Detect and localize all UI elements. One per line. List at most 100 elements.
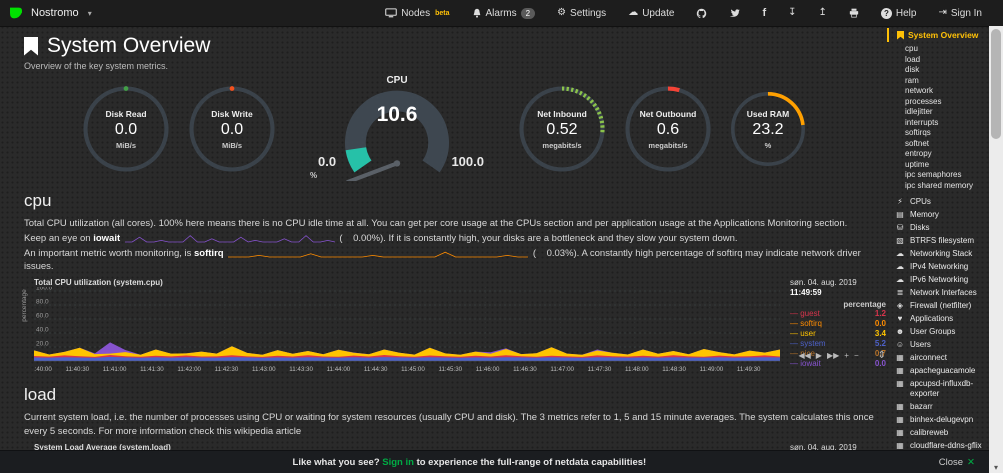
topbar-item-twitter[interactable] (718, 0, 751, 26)
iowait-sparkline (124, 234, 335, 243)
sidebar-item-softirqs[interactable]: softirqs (905, 128, 931, 137)
sidebar-item-network-interfaces[interactable]: ≣ Network Interfaces (896, 287, 977, 297)
download-icon: ↧ (788, 7, 797, 18)
sidebar-item-system-overview[interactable]: System Overview (887, 28, 989, 42)
zoom-out-button[interactable]: − (853, 351, 859, 361)
sidebar-item-apcupsd-influxdb-exporter[interactable]: ▦ apcupsd-influxdb-exporter (896, 378, 974, 398)
user-icon: ☺ (895, 339, 905, 349)
chevron-down-icon: ▾ (87, 8, 92, 18)
svg-text:11:41:30: 11:41:30 (140, 366, 164, 373)
shield-icon: ◈ (896, 300, 904, 310)
grid-icon: ▦ (896, 378, 904, 388)
bookmark-icon (24, 36, 38, 56)
bell-icon (472, 8, 482, 19)
sidebar-item-ipv4-networking[interactable]: ☁ IPv4 Networking (896, 261, 969, 271)
sidebar-item-btrfs-filesystem[interactable]: ▧ BTRFS filesystem (896, 235, 975, 245)
play-button[interactable]: ▶ (815, 351, 822, 361)
grid-icon: ▦ (896, 365, 904, 375)
legend-row-system[interactable]: — system 5.2 (790, 339, 886, 349)
legend-row-user[interactable]: — user 3.4 (790, 329, 886, 339)
page-scrollbar[interactable]: ▾ (989, 26, 1003, 473)
grid-icon: ▦ (896, 427, 904, 437)
gear-icon: ⚙ (557, 7, 567, 18)
topbar-item-nodes[interactable]: Nodes beta (374, 0, 460, 26)
legend-row-guest[interactable]: — guest 1.2 (790, 309, 886, 319)
chart-resize-handle[interactable]: ⇕ (877, 350, 886, 362)
sidebar-item-user-groups[interactable]: ☻ User Groups (895, 326, 956, 336)
sidebar-item-cpus[interactable]: ⚡ CPUs (887, 195, 989, 208)
topbar-item-alarms[interactable]: Alarms 2 (461, 0, 547, 26)
sidebar-item-disks[interactable]: ⛁ Disks (896, 222, 930, 232)
topbar-item-load-snapshot[interactable]: ↥ (808, 0, 838, 26)
sidebar-item-calibreweb[interactable]: ▦ calibreweb (896, 427, 949, 437)
gauge-cpu[interactable]: CPU 10.6 0.0 100.0 % (304, 75, 490, 181)
sidebar-item-ipv6-networking[interactable]: ☁ IPv6 Networking (896, 274, 969, 284)
scrollbar-down-arrow[interactable]: ▾ (993, 463, 998, 472)
sidebar-item-cloudflare-ddns-gflix[interactable]: ▦ cloudflare-ddns-gflix (896, 440, 982, 450)
cpu-description-3: An important metric worth monitoring, is… (24, 247, 861, 273)
topbar-item-settings[interactable]: ⚙ Settings (557, 7, 607, 19)
hostname-menu[interactable]: Nostromo ▾ (8, 5, 92, 21)
sidebar-item-memory[interactable]: ▤ Memory (896, 209, 939, 219)
facebook-icon: f (762, 6, 767, 19)
sidebar-item-applications[interactable]: ♥ Applications (887, 312, 989, 325)
gauge-net-inbound[interactable]: Net Inbound 0.52 megabits/s (516, 83, 608, 175)
cloud-icon: ☁ (628, 7, 639, 18)
gauge-net-outbound[interactable]: Net Outbound 0.6 megabits/s (622, 83, 714, 175)
sign-in-link[interactable]: Sign in (382, 456, 414, 468)
sidebar-item-cpu[interactable]: cpu (905, 44, 918, 53)
sidebar-item-idlejitter[interactable]: idlejitter (905, 107, 933, 116)
sidebar-item-load[interactable]: load (905, 54, 921, 64)
topbar-item-help[interactable]: ? Help (870, 0, 928, 26)
svg-text:11:46:30: 11:46:30 (513, 366, 537, 373)
cpu-chart: Total CPU utilization (system.cpu) perce… (20, 278, 886, 375)
legend-time: 11:49:59 (790, 288, 822, 298)
heartbeat-icon: ♥ (897, 313, 903, 323)
sidebar-item-bazarr[interactable]: ▦ bazarr (896, 401, 933, 411)
cpu-chart-ylabel: percentage (20, 289, 28, 322)
hard-disk-icon: ⛁ (896, 222, 904, 232)
scrollbar-thumb[interactable] (991, 29, 1001, 139)
sidebar-item-users[interactable]: ☺ Users (895, 339, 931, 349)
svg-text:60.0: 60.0 (36, 313, 49, 320)
sidebar-item-entropy[interactable]: entropy (905, 149, 932, 158)
sidebar-item-network[interactable]: network (905, 86, 934, 95)
topbar-item-signin[interactable]: ⇥ Sign In (938, 7, 982, 19)
sidebar-item-uptime[interactable]: uptime (905, 159, 930, 169)
sidebar-item-binhex-delugevpn[interactable]: ▦ binhex-delugevpn (896, 414, 974, 424)
pan-forward-button[interactable]: ▶▶ (826, 351, 840, 361)
legend-date: søn. 04. aug. 2019 (790, 442, 857, 451)
topbar-item-facebook[interactable]: f (751, 0, 777, 26)
legend-row-softirq[interactable]: — softirq 0.0 (790, 319, 886, 329)
gauge-disk-write[interactable]: Disk Write 0.0 MiB/s (186, 83, 278, 175)
sidebar-item-processes[interactable]: processes (905, 96, 942, 106)
gauge-used-ram[interactable]: Used RAM 23.2 % (728, 89, 808, 169)
zoom-in-button[interactable]: + (844, 351, 849, 361)
legend-row-nice[interactable]: — nice 0.7 (790, 349, 886, 359)
close-button[interactable]: Close ✕ (938, 456, 975, 468)
sidebar-item-firewall-netfilter-[interactable]: ◈ Firewall (netfilter) (896, 300, 972, 310)
topbar-item-save-snapshot[interactable]: ↧ (777, 0, 807, 26)
sidebar-item-airconnect[interactable]: ▦ airconnect (896, 352, 947, 362)
topbar-item-github[interactable] (685, 0, 718, 26)
section-heading-load: load (24, 385, 57, 405)
sidebar-item-ipc-shared-memory[interactable]: ipc shared memory (905, 180, 974, 190)
topbar-item-print[interactable] (838, 0, 870, 26)
sidebar-item-networking-stack[interactable]: ☁ Networking Stack (896, 248, 973, 258)
sidebar-item-ipc-semaphores[interactable]: ipc semaphores (905, 170, 962, 179)
svg-text:11:49:30: 11:49:30 (737, 366, 761, 373)
sidebar-item-ram[interactable]: ram (905, 75, 919, 85)
cpu-chart-plot[interactable]: 0.020.040.060.080.0100.011:40:0011:40:30… (34, 287, 780, 375)
svg-text:11:46:00: 11:46:00 (476, 366, 500, 373)
svg-text:11:44:00: 11:44:00 (327, 366, 351, 373)
sidebar-item-interrupts[interactable]: interrupts (905, 117, 939, 127)
topbar-item-update[interactable]: ☁ Update (628, 7, 675, 19)
sidebar-item-apacheguacamole[interactable]: ▦ apacheguacamole (896, 365, 976, 375)
gauge-disk-read[interactable]: Disk Read 0.0 MiB/s (80, 83, 172, 175)
signin-banner: Like what you see? Sign in to experience… (0, 450, 989, 473)
pan-backward-button[interactable]: ◀◀ (798, 351, 811, 361)
sidebar-item-disk[interactable]: disk (905, 65, 920, 74)
legend-row-iowait[interactable]: — iowait 0.0 (790, 359, 886, 369)
grid-icon: ▦ (896, 401, 904, 411)
sidebar-item-softnet[interactable]: softnet (905, 138, 930, 148)
